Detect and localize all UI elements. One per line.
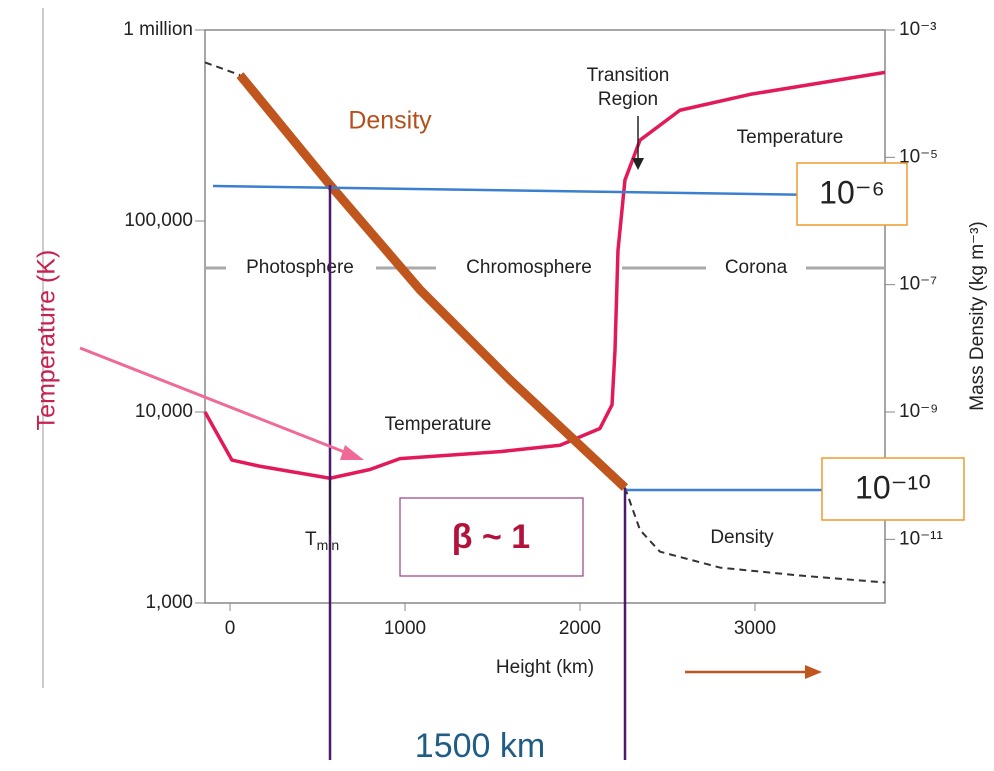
label: Corona — [725, 257, 788, 278]
arrow-head — [632, 158, 644, 170]
x-tick-label: 0 — [225, 618, 236, 639]
value-box — [821, 457, 965, 521]
x-tick-label: 2000 — [559, 618, 601, 639]
label: 10⁻⁶ — [819, 174, 885, 210]
y-tick-label: 1,000 — [145, 592, 193, 613]
series-line — [203, 70, 886, 480]
y-tick-label: 1 million — [123, 19, 193, 40]
label: Transition — [587, 65, 670, 86]
label: Density — [710, 527, 774, 548]
arrow-head — [805, 665, 822, 679]
y-tick-label: 10,000 — [135, 401, 193, 422]
y2-tick-label: 10⁻³ — [899, 19, 937, 40]
y2-tick-label: 10⁻⁵ — [899, 146, 938, 167]
label: 10⁻¹⁰ — [855, 469, 931, 505]
label: Chromosphere — [466, 257, 592, 278]
marker-line — [212, 184, 886, 198]
extrapolation-line — [204, 61, 886, 584]
x-tick-label: 1000 — [384, 618, 426, 639]
label: Tmin — [305, 529, 339, 553]
value-box — [796, 162, 908, 226]
arrow — [79, 346, 353, 457]
x-tick-label: 3000 — [734, 618, 776, 639]
label: β ~ 1 — [452, 518, 530, 556]
label: T — [305, 529, 317, 550]
beta-box — [399, 497, 584, 577]
y2-axis-label: Mass Density (kg m⁻³) — [967, 221, 988, 411]
label: Density — [348, 107, 432, 135]
y2-tick-label: 10⁻⁷ — [899, 274, 937, 295]
y2-tick-label: 10⁻⁹ — [899, 401, 938, 422]
label-bg — [226, 256, 376, 280]
label: Temperature — [385, 414, 492, 435]
label-bg — [706, 256, 806, 280]
series-line — [236, 72, 629, 491]
label: min — [317, 537, 340, 553]
x-axis-label: Height (km) — [496, 657, 594, 678]
y-axis-label: Temperature (K) — [33, 250, 61, 431]
plot-frame — [204, 29, 886, 604]
arrow-head — [340, 445, 364, 460]
series — [203, 61, 886, 584]
label: Region — [598, 89, 658, 110]
plot: 0 1000 2000 3000 1 million 100,000 10,000 1,000… — [123, 19, 943, 639]
y-tick-label: 100,000 — [124, 210, 193, 231]
y2-tick-label: 10⁻¹¹ — [899, 528, 943, 549]
label: Photosphere — [246, 257, 354, 278]
label-bg — [436, 256, 622, 280]
label: 1500 km — [415, 727, 545, 765]
label: Temperature — [737, 127, 844, 148]
